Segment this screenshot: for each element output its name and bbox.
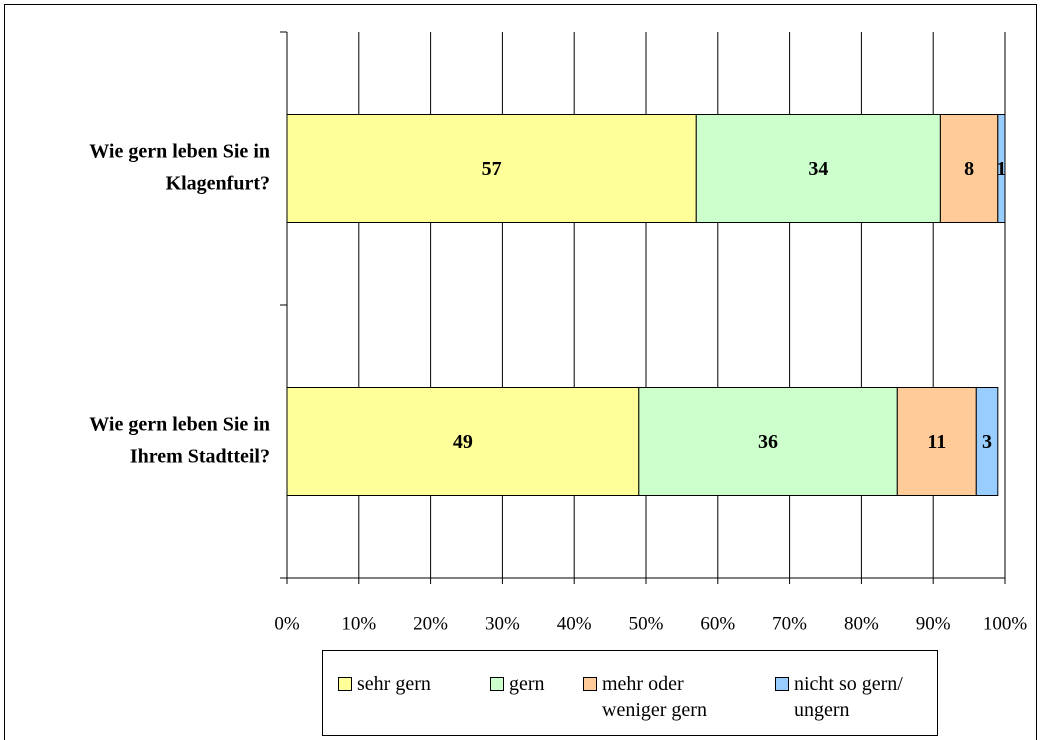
legend-label: gern	[509, 673, 545, 695]
data-label: 57	[482, 158, 502, 180]
bar-segment	[286, 387, 640, 496]
legend-label: nicht so gern/ ungern	[794, 673, 903, 721]
x-tick-label: 90%	[916, 613, 951, 634]
x-tick-label: 60%	[700, 613, 735, 634]
bar-segment	[896, 387, 977, 496]
bar-segment	[695, 114, 941, 223]
data-label: 3	[982, 431, 992, 453]
category-label: Wie gern leben Sie in Ihrem Stadtteil?	[89, 413, 270, 467]
category-label: Wie gern leben Sie in Klagenfurt?	[89, 140, 270, 194]
x-tick-label: 40%	[557, 613, 592, 634]
x-tick-label: 30%	[485, 613, 520, 634]
x-tick-label: 10%	[341, 613, 376, 634]
data-label: 49	[453, 431, 473, 453]
bar-segment	[939, 114, 999, 223]
legend-label: mehr oder weniger gern	[602, 673, 707, 721]
category-line: Wie gern leben Sie in	[89, 140, 270, 162]
bar-segment	[975, 387, 999, 496]
legend-swatch	[775, 677, 789, 691]
x-tick-label: 80%	[844, 613, 879, 634]
legend-item: sehr gern	[338, 671, 468, 697]
legend-item: mehr oder weniger gern	[583, 671, 733, 723]
data-label: 1	[996, 158, 1006, 180]
x-tick-label: 50%	[629, 613, 664, 634]
legend-item: nicht so gern/ ungern	[775, 671, 935, 723]
x-tick-label: 0%	[274, 613, 300, 634]
x-tick-label: 70%	[772, 613, 807, 634]
bar-segment	[638, 387, 898, 496]
legend-item: gern	[490, 671, 570, 697]
legend-swatch	[583, 677, 597, 691]
x-tick-label: 100%	[983, 613, 1028, 634]
frame	[4, 4, 1037, 740]
category-line: Wie gern leben Sie in	[89, 413, 270, 435]
data-label: 36	[758, 431, 778, 453]
data-label: 34	[808, 158, 828, 180]
legend: sehr gern gern mehr oder weniger gern nicht…	[322, 650, 938, 736]
x-tick-label: 20%	[413, 613, 448, 634]
legend-swatch	[490, 677, 504, 691]
bar-segment	[997, 114, 1006, 223]
category-line: Klagenfurt?	[166, 172, 270, 194]
legend-label: sehr gern	[357, 673, 431, 695]
bar-segment	[286, 114, 697, 223]
legend-swatch	[338, 677, 352, 691]
data-label: 11	[927, 431, 946, 453]
data-label: 8	[964, 158, 974, 180]
category-line: Ihrem Stadtteil?	[130, 445, 270, 467]
